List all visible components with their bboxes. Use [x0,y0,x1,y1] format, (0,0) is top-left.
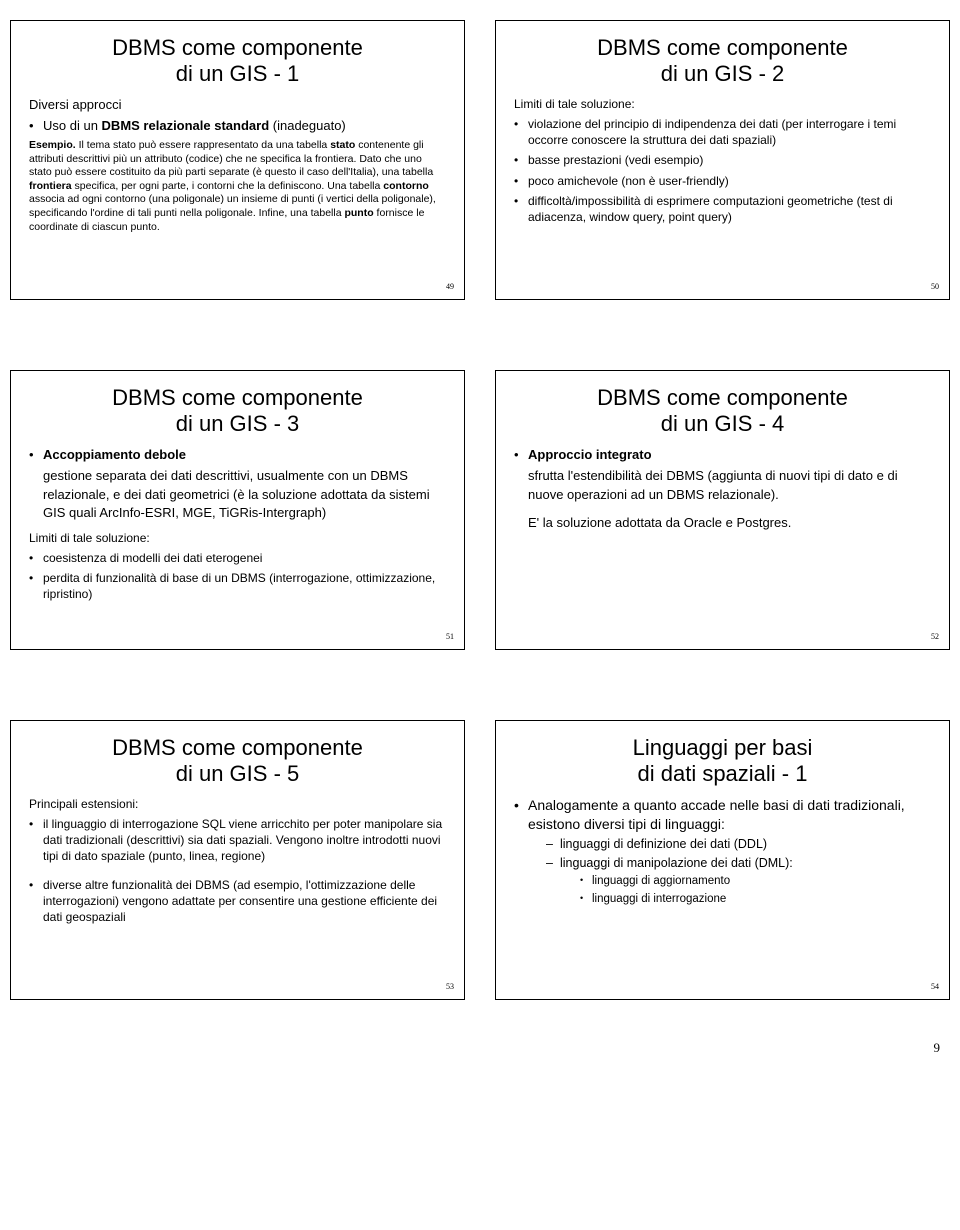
slide-3: DBMS come componentedi un GIS - 3 Accopp… [10,370,465,650]
slide-intro: Principali estensioni: [29,796,446,812]
limits-intro: Limiti di tale soluzione: [29,530,446,546]
slide-intro: Diversi approcci [29,96,446,114]
bullet-item: Analogamente a quanto accade nelle basi … [514,796,931,908]
bullet-list: il linguaggio di interrogazione SQL vien… [29,816,446,925]
sub-bullet-item: linguaggi di definizione dei dati (DDL) [546,836,931,853]
slide-grid: DBMS come componentedi un GIS - 1 Divers… [10,20,950,1000]
subsub-bullet-list: linguaggi di aggiornamento linguaggi di … [560,874,931,907]
slide-pagenum: 53 [446,982,454,993]
subsub-bullet-item: linguaggi di interrogazione [580,892,931,908]
slide-title: DBMS come componentedi un GIS - 4 [514,385,931,438]
slide-title: Linguaggi per basidi dati spaziali - 1 [514,735,931,788]
sub-bullet-list: linguaggi di definizione dei dati (DDL) … [528,836,931,908]
bullet-bold-label: Accoppiamento debole [43,447,186,462]
bullet-item: perdita di funzionalità di base di un DB… [29,570,446,602]
bullet-list-2: coesistenza di modelli dei dati eterogen… [29,550,446,603]
slide-title: DBMS come componentedi un GIS - 3 [29,385,446,438]
slide-title: DBMS come componentedi un GIS - 1 [29,35,446,88]
slide-pagenum: 49 [446,282,454,293]
bullet-item: diverse altre funzionalità dei DBMS (ad … [29,877,446,926]
bullet-item: violazione del principio di indipendenza… [514,116,931,148]
slide-5: DBMS come componentedi un GIS - 5 Princi… [10,720,465,1000]
sub-bullet-item: linguaggi di manipolazione dei dati (DML… [546,855,931,907]
bullet-item: il linguaggio di interrogazione SQL vien… [29,816,446,865]
slide-intro: Limiti di tale soluzione: [514,96,931,112]
bullet-item: difficoltà/impossibilità di esprimere co… [514,193,931,225]
main-bullet-text: Analogamente a quanto accade nelle basi … [528,797,905,832]
slide-4: DBMS come componentedi un GIS - 4 Approc… [495,370,950,650]
example-paragraph: Esempio. Il tema stato può essere rappre… [29,139,446,234]
bullet-item: Accoppiamento debole [29,446,446,464]
bullet-item: Approccio integrato [514,446,931,464]
slide-pagenum: 54 [931,982,939,993]
bullet-list: violazione del principio di indipendenza… [514,116,931,225]
slide-1: DBMS come componentedi un GIS - 1 Divers… [10,20,465,300]
bullet-item: poco amichevole (non è user-friendly) [514,173,931,189]
slide-6: Linguaggi per basidi dati spaziali - 1 A… [495,720,950,1000]
slide-2: DBMS come componentedi un GIS - 2 Limiti… [495,20,950,300]
bullet-list: Uso di un DBMS relazionale standard (ina… [29,117,446,135]
slide-pagenum: 52 [931,632,939,643]
subsub-bullet-item: linguaggi di aggiornamento [580,874,931,890]
indent-paragraph: sfrutta l'estendibilità dei DBMS (aggiun… [514,467,931,503]
bullet-list: Analogamente a quanto accade nelle basi … [514,796,931,908]
slide-title: DBMS come componentedi un GIS - 2 [514,35,931,88]
sub-bullet-text: linguaggi di manipolazione dei dati (DML… [560,856,793,870]
indent-paragraph: gestione separata dei dati descrittivi, … [29,467,446,522]
bullet-item: Uso di un DBMS relazionale standard (ina… [29,117,446,135]
slide-pagenum: 51 [446,632,454,643]
page-number: 9 [10,1040,950,1056]
bullet-list: Approccio integrato [514,446,931,464]
bullet-bold-label: Approccio integrato [528,447,652,462]
indent-paragraph-2: E' la soluzione adottata da Oracle e Pos… [514,514,931,532]
slide-pagenum: 50 [931,282,939,293]
bullet-list: Accoppiamento debole [29,446,446,464]
bullet-item: basse prestazioni (vedi esempio) [514,152,931,168]
bullet-item: coesistenza di modelli dei dati eterogen… [29,550,446,566]
slide-title: DBMS come componentedi un GIS - 5 [29,735,446,788]
